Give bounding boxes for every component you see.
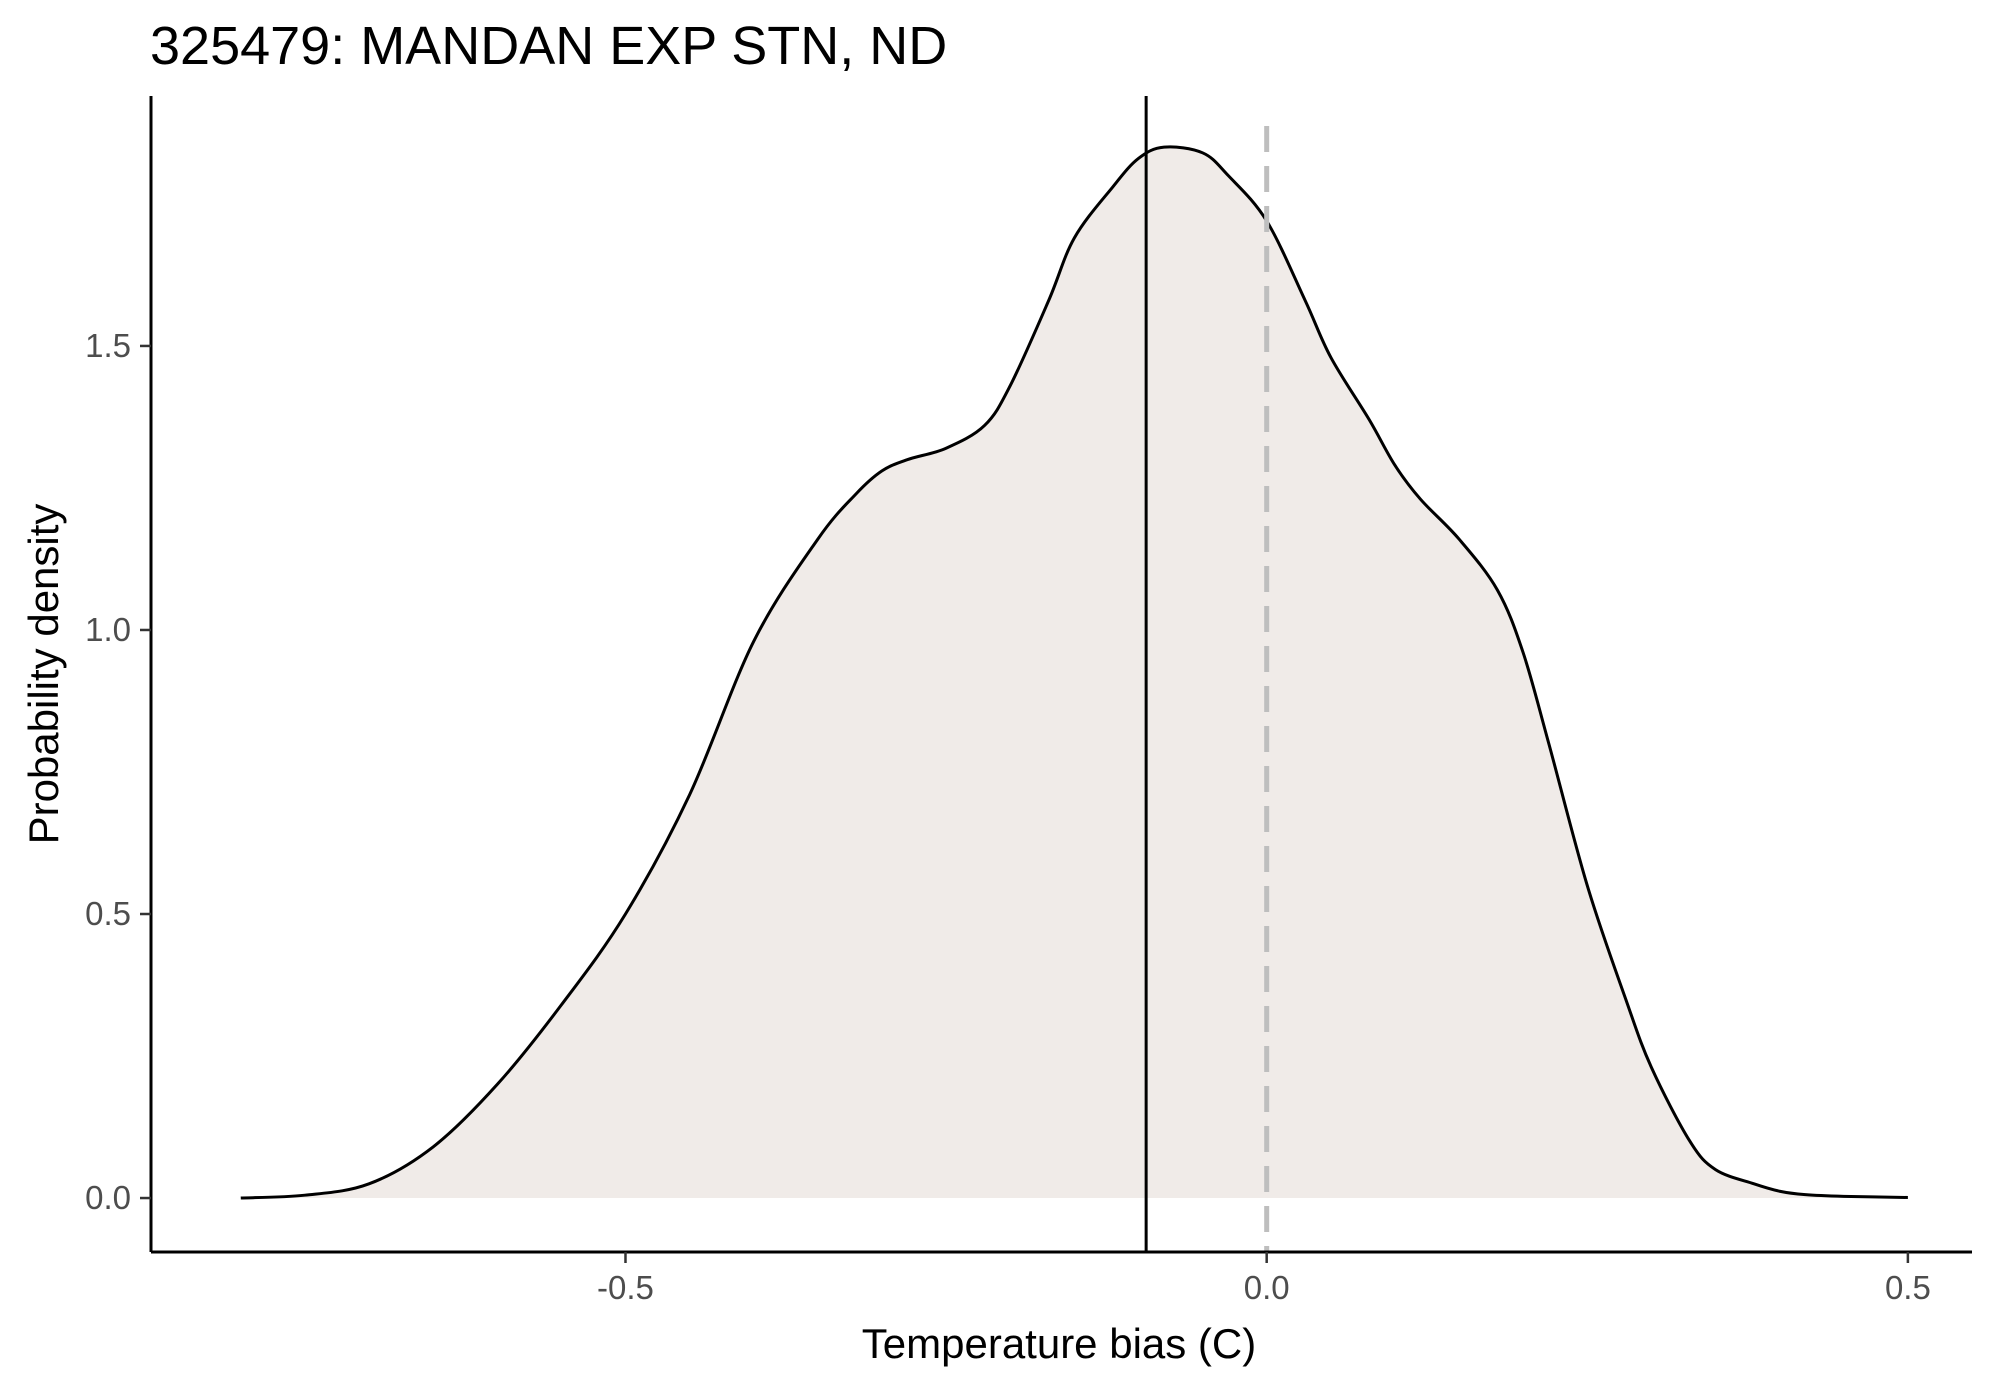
y-tick-label: 1.5: [85, 327, 131, 364]
y-tick-label: 1.0: [85, 611, 131, 648]
x-axis-title: Temperature bias (C): [862, 1320, 1256, 1367]
chart-title: 325479: MANDAN EXP STN, ND: [150, 16, 947, 76]
x-tick-label: -0.5: [597, 1269, 654, 1306]
y-axis-title: Probability density: [20, 504, 67, 845]
density-area-fill-0: [240, 146, 1908, 1199]
x-tick-label: 0.5: [1885, 1269, 1931, 1306]
x-tick-label: 0.0: [1244, 1269, 1290, 1306]
density-curve-0: [240, 145, 1908, 1200]
y-tick-label: 0.0: [85, 1179, 131, 1216]
y-tick-label: 0.5: [85, 895, 131, 932]
